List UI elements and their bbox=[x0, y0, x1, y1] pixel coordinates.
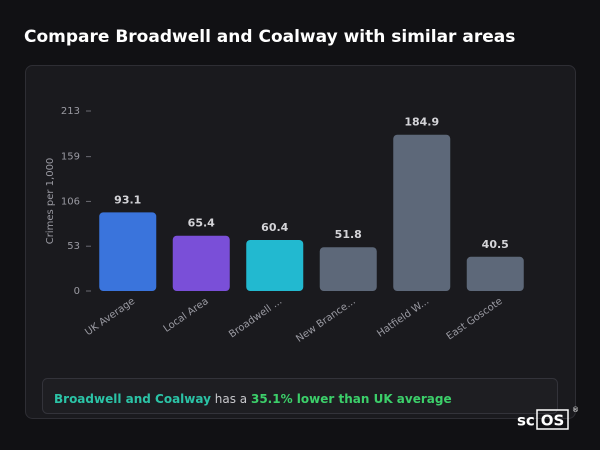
y-tick-label: 106 bbox=[61, 196, 80, 207]
value-label: 65.4 bbox=[188, 217, 215, 230]
summary-highlight: 35.1% lower than UK average bbox=[251, 392, 452, 406]
logo-boxed: OS bbox=[541, 412, 565, 430]
value-label: 93.1 bbox=[114, 193, 141, 206]
logo-mark: ® bbox=[572, 406, 579, 414]
bar bbox=[466, 256, 524, 291]
y-axis-label: Crimes per 1,000 bbox=[45, 158, 56, 245]
summary-area: Broadwell and Coalway bbox=[54, 392, 211, 406]
y-tick-label: 213 bbox=[61, 106, 80, 117]
y-tick-label: 159 bbox=[61, 152, 80, 163]
bar bbox=[99, 212, 157, 291]
bar bbox=[246, 239, 304, 291]
bar bbox=[172, 235, 230, 291]
y-tick-label: 0 bbox=[74, 286, 80, 297]
summary: Broadwell and Coalway has a 35.1% lower … bbox=[54, 392, 452, 406]
value-label: 40.5 bbox=[482, 238, 509, 251]
value-label: 184.9 bbox=[404, 116, 439, 129]
logo-prefix: sc bbox=[517, 412, 535, 430]
bar bbox=[319, 247, 377, 291]
value-label: 60.4 bbox=[261, 221, 288, 234]
y-tick-label: 53 bbox=[67, 241, 80, 252]
summary-connector: has a bbox=[215, 392, 247, 406]
logo: sc OS ® bbox=[517, 406, 579, 430]
chart-title: Compare Broadwell and Coalway with simil… bbox=[24, 27, 515, 47]
value-label: 51.8 bbox=[335, 228, 362, 241]
summary-box bbox=[42, 378, 558, 414]
bar bbox=[393, 134, 451, 291]
logo-box bbox=[536, 409, 569, 430]
